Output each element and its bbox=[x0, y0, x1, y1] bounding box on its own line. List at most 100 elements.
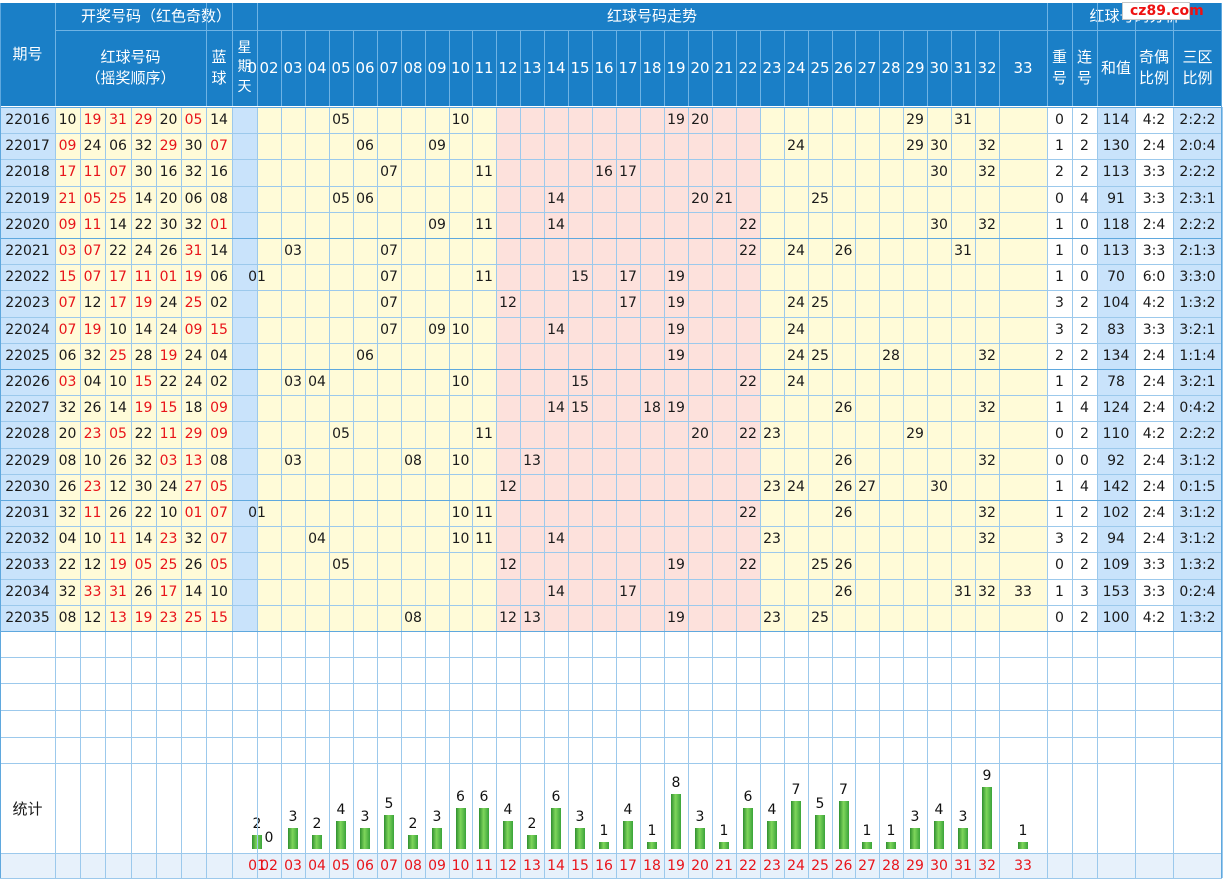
trend-hit: 26 bbox=[834, 505, 853, 522]
frequency-bar bbox=[408, 835, 418, 849]
number-col-header: 25 bbox=[808, 30, 832, 106]
red-number: 19 bbox=[83, 112, 102, 129]
blue-number: 09 bbox=[210, 400, 228, 417]
consecutive-cell: 2 bbox=[1080, 557, 1089, 574]
header-sep bbox=[1173, 3, 1174, 106]
frequency-label: 5 bbox=[815, 795, 825, 812]
red-number: 10 bbox=[109, 321, 127, 338]
red-number: 23 bbox=[83, 478, 102, 495]
watermark-text: cz89.com bbox=[1130, 3, 1204, 19]
trend-hit: 29 bbox=[906, 426, 924, 443]
grid-h bbox=[0, 631, 1222, 632]
header-sep bbox=[616, 30, 617, 106]
bottom-number: 22 bbox=[739, 857, 757, 874]
trend-hit: 26 bbox=[834, 583, 853, 600]
repeat-cell: 1 bbox=[1055, 478, 1064, 495]
grid-v bbox=[927, 107, 928, 878]
three-zone-cell: 1:3:2 bbox=[1179, 609, 1216, 626]
frequency-bar bbox=[599, 842, 609, 849]
sum-cell: 92 bbox=[1107, 452, 1125, 469]
red-number: 24 bbox=[184, 347, 203, 364]
grid-v bbox=[425, 107, 426, 878]
bottom-number: 18 bbox=[643, 857, 661, 874]
grid-v bbox=[951, 107, 952, 878]
header-sep bbox=[206, 3, 207, 106]
frequency-label: 7 bbox=[839, 781, 848, 798]
grid-h bbox=[0, 763, 1222, 764]
header-sep bbox=[688, 30, 689, 106]
three-zone-header: 三区 比例 bbox=[1173, 30, 1222, 106]
red-number: 12 bbox=[83, 609, 102, 626]
bottom-number: 20 bbox=[691, 857, 709, 874]
header-sep bbox=[449, 30, 450, 106]
trend-hit: 25 bbox=[811, 190, 829, 207]
trend-hit: 14 bbox=[547, 400, 565, 417]
grid-v bbox=[1097, 107, 1098, 878]
bottom-number: 15 bbox=[571, 857, 589, 874]
grid-v bbox=[1072, 107, 1073, 878]
frequency-bar bbox=[479, 807, 489, 849]
red-number: 17 bbox=[109, 269, 127, 286]
frequency-label: 1 bbox=[599, 823, 609, 840]
trend-hit: 17 bbox=[619, 164, 637, 181]
trend-hit: 26 bbox=[834, 557, 853, 574]
trend-hit: 19 bbox=[667, 400, 685, 417]
blue-number: 14 bbox=[210, 112, 228, 129]
header-sep bbox=[808, 30, 809, 106]
grid-v bbox=[1222, 107, 1223, 878]
trend-hit: 09 bbox=[428, 321, 446, 338]
red-number: 24 bbox=[134, 243, 153, 260]
header-sep bbox=[377, 30, 378, 106]
number-col-header: 06 bbox=[353, 30, 377, 106]
sum-cell: 124 bbox=[1102, 400, 1130, 417]
red-number: 26 bbox=[109, 505, 127, 522]
three-zone-cell: 1:1:4 bbox=[1179, 347, 1216, 364]
bottom-number: 14 bbox=[547, 857, 565, 874]
trend-header: 红球号码走势 bbox=[257, 3, 1047, 30]
blue-number: 05 bbox=[210, 557, 228, 574]
red-number: 04 bbox=[58, 531, 77, 548]
red-number: 20 bbox=[159, 112, 178, 129]
bottom-number: 33 bbox=[1014, 857, 1032, 874]
grid-v bbox=[206, 107, 207, 878]
red-number: 20 bbox=[58, 426, 77, 443]
frequency-label: 4 bbox=[336, 802, 346, 819]
bottom-number: 30 bbox=[930, 857, 948, 874]
frequency-label: 4 bbox=[623, 802, 633, 819]
red-number: 14 bbox=[109, 216, 127, 233]
frequency-bar bbox=[312, 835, 322, 849]
frequency-label: 4 bbox=[503, 802, 513, 819]
number-col-header: 33 bbox=[999, 30, 1047, 106]
period-cell: 22033 bbox=[5, 557, 50, 574]
header-sep-h bbox=[55, 30, 1222, 31]
header-sep bbox=[832, 30, 833, 106]
grid-v bbox=[808, 107, 809, 878]
three-zone-cell: 3:1:2 bbox=[1179, 452, 1216, 469]
frequency-label: 3 bbox=[958, 809, 968, 826]
grid-v bbox=[544, 107, 545, 878]
frequency-bar bbox=[934, 821, 944, 849]
trend-hit: 21 bbox=[715, 190, 733, 207]
grid-v bbox=[688, 107, 689, 878]
grid-v bbox=[999, 107, 1000, 878]
blue-number: 08 bbox=[210, 190, 228, 207]
grid-h bbox=[0, 500, 1222, 501]
red-number: 09 bbox=[58, 216, 77, 233]
frequency-bar bbox=[767, 821, 777, 849]
trend-hit: 17 bbox=[619, 269, 637, 286]
header-sep bbox=[903, 30, 904, 106]
red-number: 05 bbox=[184, 112, 203, 129]
trend-hit: 09 bbox=[428, 216, 446, 233]
odd-even-cell: 2:4 bbox=[1142, 216, 1166, 233]
trend-hit: 13 bbox=[523, 609, 541, 626]
consecutive-cell: 2 bbox=[1080, 321, 1089, 338]
trend-hit: 20 bbox=[691, 426, 709, 443]
grid-h bbox=[0, 552, 1222, 553]
sum-cell: 142 bbox=[1102, 478, 1130, 495]
sum-cell: 104 bbox=[1102, 295, 1130, 312]
sum-header: 和值 bbox=[1097, 30, 1135, 106]
repeat-cell: 1 bbox=[1055, 374, 1064, 391]
bottom-number: 17 bbox=[619, 857, 637, 874]
red-number: 19 bbox=[134, 295, 153, 312]
red-number: 15 bbox=[134, 374, 153, 391]
